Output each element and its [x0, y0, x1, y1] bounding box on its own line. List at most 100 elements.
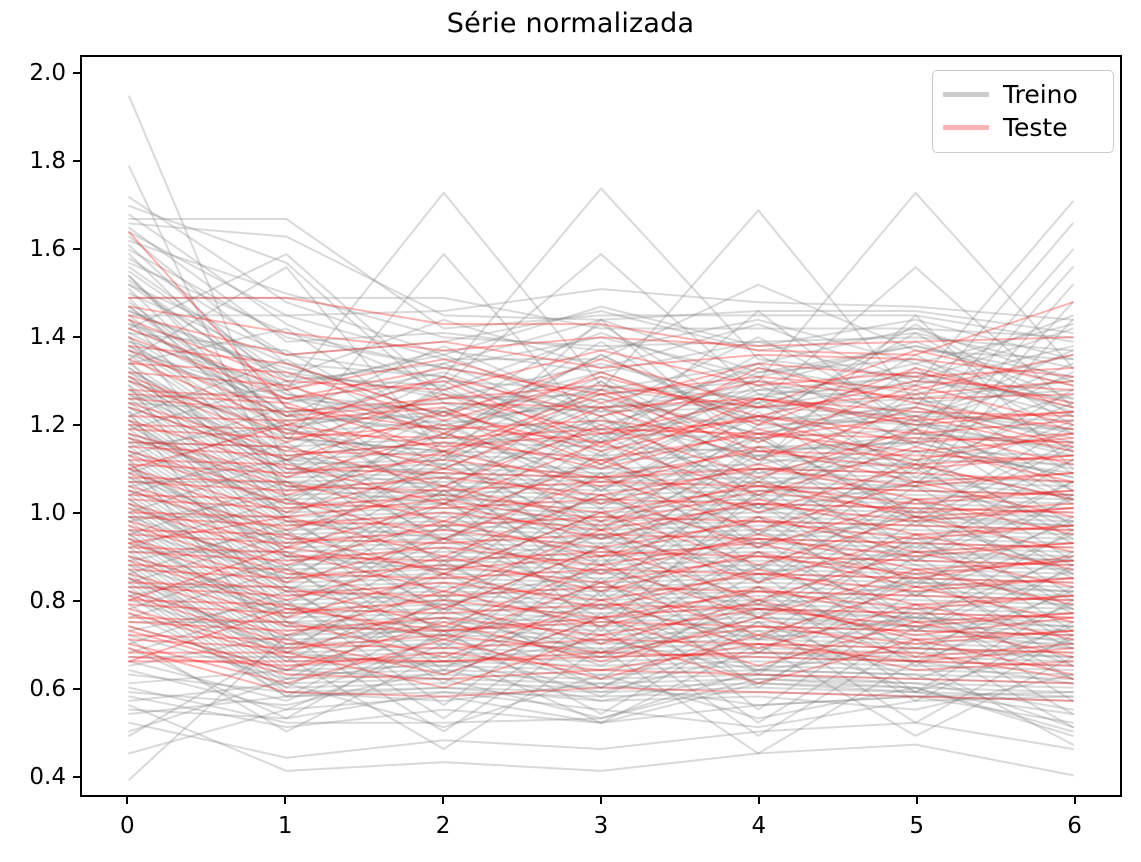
series-line [128, 310, 1074, 457]
series-line [128, 384, 1074, 461]
series-line [128, 274, 1074, 426]
series-line [128, 511, 1074, 575]
series-line [128, 165, 1074, 575]
series-line [128, 200, 1074, 396]
plot-area [80, 55, 1122, 797]
series-line [128, 529, 1074, 593]
series-line [128, 704, 1074, 777]
series-line [128, 542, 1074, 602]
series-line [128, 493, 1074, 558]
series-line [128, 218, 1074, 343]
series-line [128, 524, 1074, 632]
series-line [128, 274, 1074, 457]
legend-label: Treino [1003, 80, 1078, 109]
series-line [128, 450, 1074, 571]
series-line [128, 515, 1074, 567]
series-line [128, 493, 1074, 580]
series-line [128, 318, 1074, 488]
series-line [128, 384, 1074, 610]
series-line [128, 520, 1074, 641]
series-line [128, 375, 1074, 483]
series-line [128, 590, 1074, 711]
series-line [128, 406, 1074, 514]
series-line [128, 550, 1074, 641]
series-line [128, 327, 1074, 492]
series-line [128, 555, 1074, 676]
series-line [128, 419, 1074, 510]
series-line [128, 226, 1074, 365]
series-line [128, 323, 1074, 409]
y-axis-tick-mark [73, 776, 80, 779]
series-line [128, 502, 1074, 610]
series-line [128, 445, 1074, 553]
series-line [128, 502, 1074, 532]
legend-item-teste[interactable]: Teste [943, 111, 1103, 144]
series-line [128, 380, 1074, 470]
series-line [128, 244, 1074, 391]
series-line [128, 415, 1074, 536]
series-line [128, 366, 1074, 448]
series-line [128, 406, 1074, 496]
series-line [128, 612, 1074, 667]
series-line [128, 336, 1074, 400]
series-line [128, 437, 1074, 496]
series-line [128, 533, 1074, 641]
series-line [128, 336, 1074, 435]
legend-item-treino[interactable]: Treino [943, 78, 1103, 111]
series-line [128, 296, 1074, 356]
series-line [128, 673, 1074, 737]
series-line [128, 314, 1074, 470]
series-line [128, 485, 1074, 514]
series-line [128, 406, 1074, 461]
x-axis-tick-mark [1073, 797, 1076, 804]
series-line [128, 498, 1074, 549]
series-line [128, 524, 1074, 584]
series-line [128, 577, 1074, 689]
series-line [128, 537, 1074, 645]
series-line [128, 261, 1074, 391]
series-line [128, 331, 1074, 422]
series-line [128, 415, 1074, 444]
series-line [128, 375, 1074, 483]
series-line [128, 529, 1074, 615]
series-line [128, 669, 1074, 729]
y-axis-tick-label: 0.4 [29, 764, 66, 791]
series-line [128, 677, 1074, 733]
series-line [128, 191, 1074, 413]
x-axis-tick-label: 0 [120, 813, 135, 839]
series-line [128, 634, 1074, 685]
series-line [128, 209, 1074, 418]
x-axis-tick-mark [757, 797, 760, 804]
series-line [128, 572, 1074, 602]
series-line [128, 651, 1074, 680]
series-line [128, 380, 1074, 413]
series-line [128, 542, 1074, 650]
series-line [128, 454, 1074, 545]
y-axis-tick-mark [73, 511, 80, 514]
series-line [128, 493, 1074, 602]
series-line [128, 520, 1074, 606]
series-line [128, 397, 1074, 505]
series-line [128, 432, 1074, 632]
series-line [128, 419, 1074, 527]
series-line [128, 647, 1074, 755]
series-line [128, 638, 1074, 737]
x-axis-tick-mark [915, 797, 918, 804]
series-line [128, 621, 1074, 702]
series-line [128, 366, 1074, 479]
legend-swatch-teste [943, 125, 989, 130]
series-line [128, 515, 1074, 623]
series-line [128, 266, 1074, 422]
series-line [128, 318, 1074, 404]
series-line [128, 432, 1074, 461]
x-axis-tick-container: 0 1 2 3 4 5 6 [80, 797, 1122, 857]
series-line [128, 581, 1074, 641]
series-line [128, 463, 1074, 571]
y-axis-tick-label: 2.0 [29, 59, 66, 86]
series-line [128, 581, 1074, 689]
series-line [128, 555, 1074, 641]
series-line [128, 437, 1074, 549]
series-line [128, 380, 1074, 444]
series-line [128, 305, 1074, 352]
series-line [128, 380, 1074, 501]
